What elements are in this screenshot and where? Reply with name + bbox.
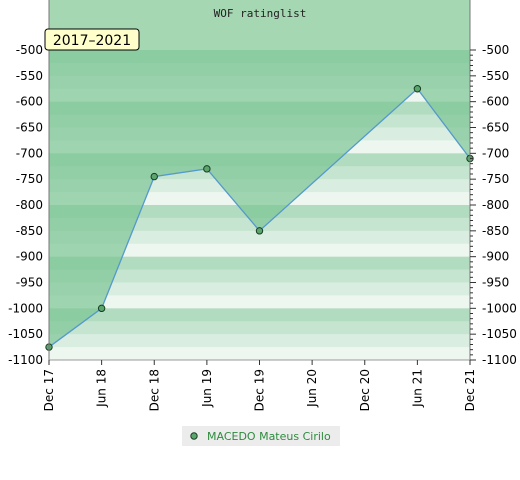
y-tick-label-right: -900 (482, 250, 509, 264)
y-tick-label-left: -900 (16, 250, 43, 264)
data-point (150, 172, 158, 181)
y-tick-label-left: -500 (16, 43, 43, 57)
chart-title: WOF ratinglist (214, 7, 307, 20)
grid-stripe (49, 334, 470, 348)
y-tick-label-left: -650 (16, 121, 43, 135)
period-label: 2017–2021 (53, 33, 131, 49)
x-tick-label: Dec 20 (358, 369, 372, 411)
y-tick-label-right: -1100 (482, 353, 517, 367)
y-tick-label-left: -800 (16, 198, 43, 212)
grid-stripe (49, 269, 470, 283)
y-tick-label-left: -950 (16, 276, 43, 290)
y-tick-label-left: -550 (16, 69, 43, 83)
grid-stripe (49, 321, 470, 335)
x-tick-label: Jun 19 (200, 369, 214, 408)
data-point (255, 227, 264, 235)
axes: -500 -500 -550 -550 -600 -600 -650 -650 -700 -700… (8, 0, 517, 411)
grid-stripe (49, 256, 470, 270)
y-tick-label-right: -1050 (482, 327, 517, 341)
y-tick-label-right: -800 (482, 198, 509, 212)
y-tick-label-left: -1050 (8, 327, 43, 341)
series-markers (45, 85, 474, 351)
y-tick-label-left: -1100 (8, 353, 43, 367)
legend-label: MACEDO Mateus Cirilo (207, 430, 331, 443)
x-tick-label: Jun 20 (305, 369, 319, 408)
x-tick-label: Jun 21 (410, 369, 424, 408)
y-tick-label-left: -750 (16, 172, 43, 186)
area-fill (49, 50, 470, 348)
y-tick-label-right: -600 (482, 95, 509, 109)
data-point (97, 304, 106, 313)
grid-stripe (49, 282, 470, 296)
x-tick-label: Dec 17 (42, 369, 56, 411)
y-tick-label-right: -950 (482, 276, 509, 290)
grid-stripe (49, 308, 470, 322)
y-tick-label-right: -850 (482, 224, 509, 238)
legend: MACEDO Mateus Cirilo (182, 426, 340, 446)
y-tick-label-left: -700 (16, 146, 43, 160)
data-point (203, 165, 211, 173)
x-tick-label: Dec 21 (463, 369, 477, 411)
area-above-line (49, 50, 470, 348)
y-tick-label-left: -600 (16, 95, 43, 109)
grid-stripe (49, 295, 470, 309)
x-tick-label: Dec 19 (253, 369, 267, 411)
grid-stripe (49, 347, 470, 361)
legend-marker-icon (190, 432, 198, 440)
x-tick-label: Jun 18 (95, 369, 109, 408)
y-tick-label-right: -750 (482, 172, 509, 186)
grid-stripe (49, 230, 470, 245)
data-point (413, 85, 422, 93)
x-tick-label: Dec 18 (147, 369, 161, 411)
period-badge: 2017–2021 (44, 28, 140, 51)
y-tick-label-right: -550 (482, 69, 509, 83)
y-tick-label-right: -650 (482, 121, 509, 135)
y-tick-label-left: -1000 (8, 301, 43, 315)
y-tick-label-right: -500 (482, 43, 509, 57)
grid-stripe (49, 243, 470, 257)
y-tick-label-right: -1000 (482, 301, 517, 315)
y-tick-label-left: -850 (16, 224, 43, 238)
y-tick-label-right: -700 (482, 146, 509, 160)
